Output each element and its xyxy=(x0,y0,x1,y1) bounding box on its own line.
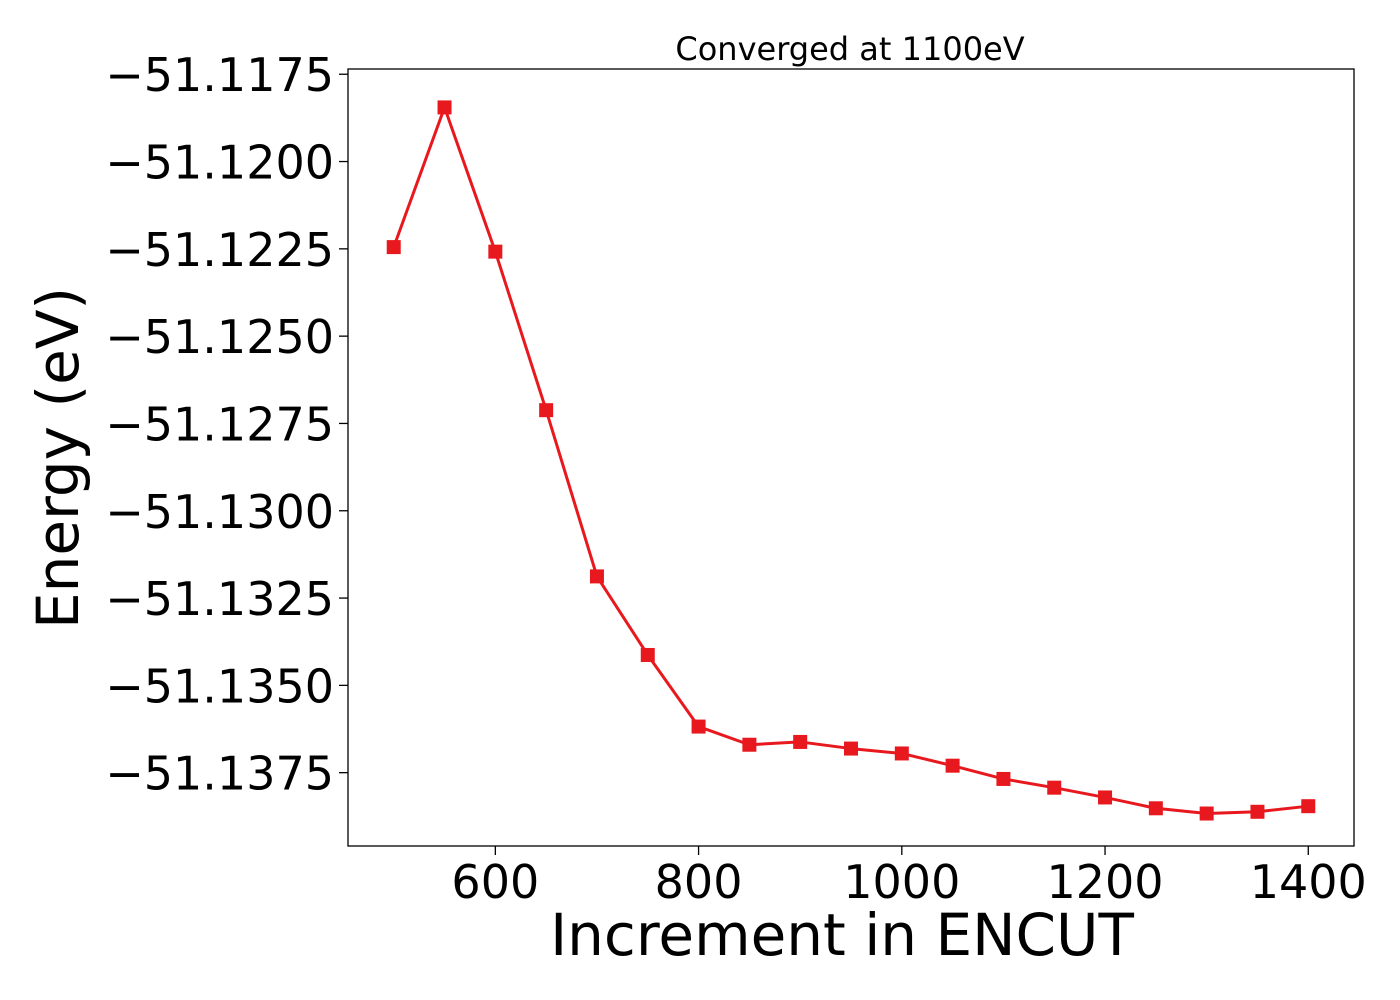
x-axis-label: Increment in ENCUT xyxy=(550,901,1134,969)
y-tick-label: −51.1225 xyxy=(105,223,334,277)
data-point-marker xyxy=(539,403,554,418)
y-tick-label: −51.1250 xyxy=(105,310,334,364)
data-point-marker xyxy=(793,734,808,749)
y-tick-label: −51.1175 xyxy=(105,48,334,102)
data-point-marker xyxy=(1301,799,1316,814)
y-tick-label: −51.1200 xyxy=(105,136,334,190)
plot-area xyxy=(386,100,1316,821)
y-tick-label: −51.1325 xyxy=(105,572,334,626)
data-point-marker xyxy=(1047,780,1062,795)
x-tick-label: 1400 xyxy=(1250,855,1367,909)
chart-title: Converged at 1100eV xyxy=(675,30,1024,68)
y-tick-label: −51.1350 xyxy=(105,659,334,713)
y-tick-label: −51.1300 xyxy=(105,485,334,539)
data-point-marker xyxy=(1148,801,1163,816)
data-point-marker xyxy=(945,758,960,773)
data-point-marker xyxy=(844,741,858,756)
data-point-marker xyxy=(589,569,604,584)
plot-frame xyxy=(347,68,1355,847)
x-axis: 600 800 1000 1200 1400 xyxy=(451,846,1367,909)
y-axis-label: Energy (eV) xyxy=(24,287,92,629)
data-point-marker xyxy=(1250,804,1265,819)
data-point-marker xyxy=(640,647,655,662)
x-tick-label: 1000 xyxy=(843,855,960,909)
y-axis: −51.1175 −51.1200 −51.1225 −51.1250 −51.1275… xyxy=(105,48,348,801)
data-point-marker xyxy=(437,100,452,115)
x-tick-label: 600 xyxy=(451,855,539,909)
data-point-marker xyxy=(894,746,909,761)
y-tick-label: −51.1275 xyxy=(105,397,334,451)
data-point-marker xyxy=(742,737,757,752)
data-point-marker xyxy=(1098,790,1113,805)
x-tick-label: 1200 xyxy=(1047,855,1164,909)
data-point-marker xyxy=(386,240,401,255)
data-point-marker xyxy=(1199,806,1214,821)
data-point-marker xyxy=(488,244,503,259)
x-tick-label: 800 xyxy=(655,855,743,909)
data-point-marker xyxy=(996,771,1011,786)
data-point-marker xyxy=(691,719,706,734)
y-tick-label: −51.1375 xyxy=(105,747,334,801)
